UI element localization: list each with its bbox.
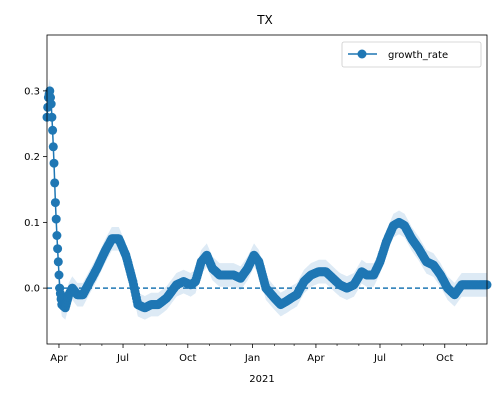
legend-label: growth_rate: [388, 50, 448, 61]
growth-rate-marker: [50, 178, 60, 188]
legend: growth_rate: [341, 41, 482, 68]
x-tick-label: Apr: [307, 353, 325, 364]
growth-rate-marker: [47, 112, 57, 122]
legend-marker: [357, 49, 367, 59]
growth-rate-marker: [48, 142, 58, 152]
growth-rate-marker: [51, 214, 61, 224]
legend-box: [341, 41, 482, 68]
x-axis: Apr Jul Oct Jan Apr Jul Oct: [50, 344, 467, 364]
growth-rate-marker: [53, 244, 63, 254]
y-tick-label: 0.0: [24, 284, 40, 295]
growth-rate-marker: [46, 99, 56, 109]
growth-rate-marker: [50, 198, 60, 208]
chart-title: TX: [256, 13, 273, 27]
growth-rate-marker: [45, 86, 55, 96]
growth-rate-marker: [54, 270, 64, 280]
growth-rate-marker: [52, 231, 62, 240]
x-tick-label: Jul: [373, 353, 386, 364]
growth-rate-line: [46, 90, 487, 310]
plot-area: [42, 79, 492, 320]
x-tick-label: Oct: [436, 353, 453, 364]
x-tick-label: Oct: [179, 353, 196, 364]
y-axis: 0.0 0.1 0.2 0.3: [24, 86, 47, 295]
growth-rate-marker: [49, 158, 59, 168]
growth-rate-marker: [46, 93, 55, 102]
growth-rate-marker: [53, 257, 63, 267]
y-tick-label: 0.1: [24, 218, 40, 229]
x-tick-label: Jan: [244, 353, 260, 364]
x-tick-label: Apr: [50, 353, 68, 364]
y-tick-label: 0.2: [24, 152, 40, 163]
y-tick-label: 0.3: [24, 86, 40, 97]
x-tick-label: Jul: [116, 353, 129, 364]
x-axis-label: 2021: [249, 374, 274, 385]
growth-rate-marker: [48, 125, 58, 135]
axes-frame: [46, 34, 488, 345]
